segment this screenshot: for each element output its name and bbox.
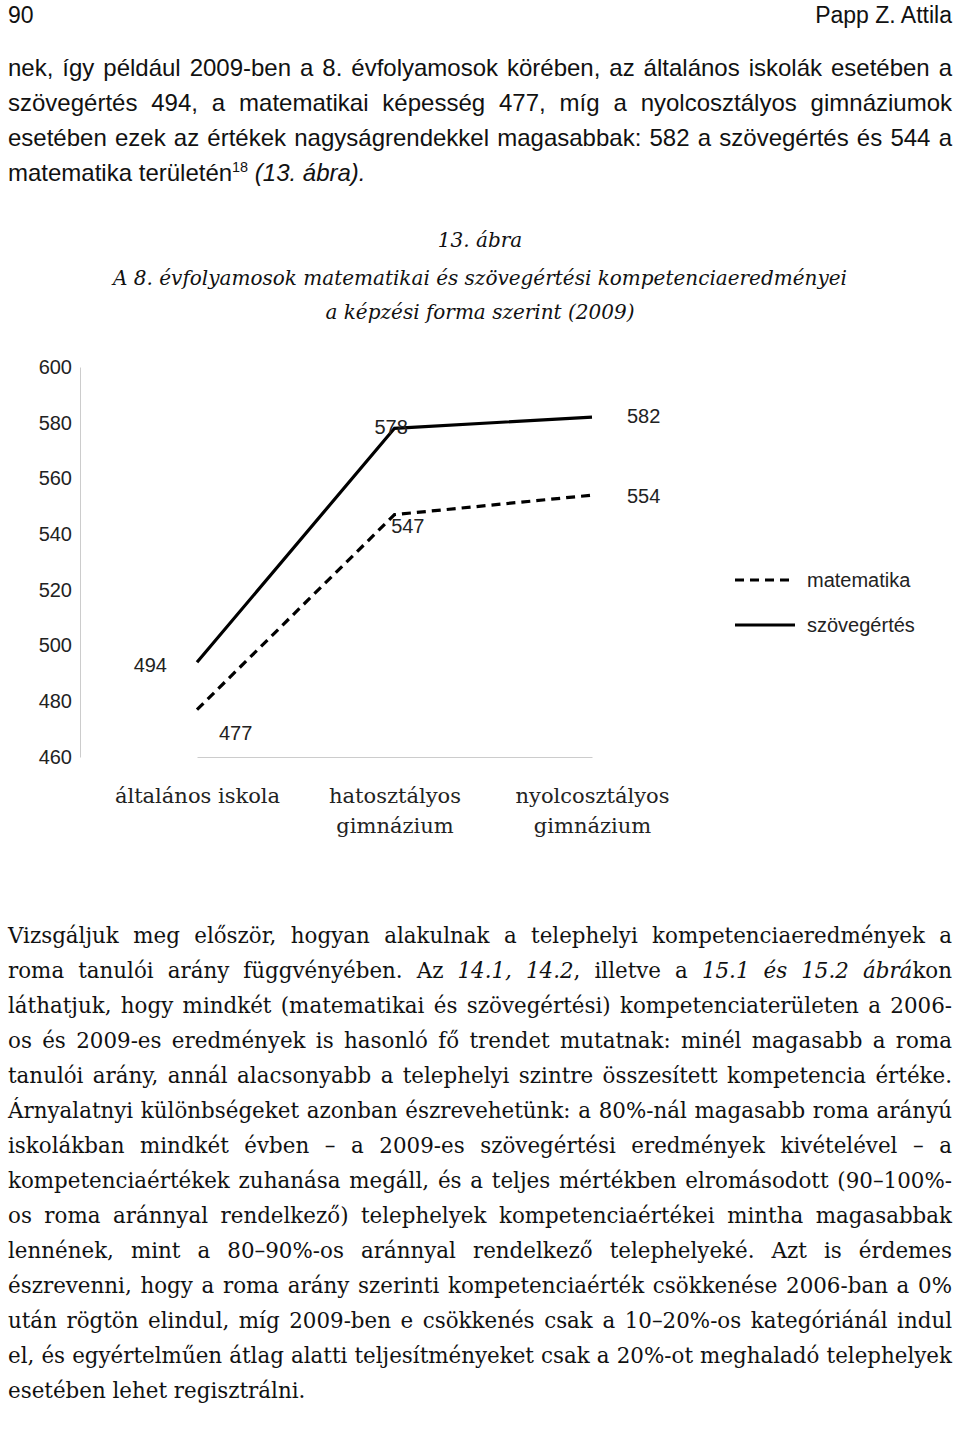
running-head: Papp Z. Attila: [815, 2, 952, 29]
y-tick-label: 520: [39, 579, 72, 601]
y-tick: 540: [39, 523, 80, 545]
data-label: 582: [627, 405, 660, 427]
data-label: 494: [134, 654, 167, 676]
paragraph: Vizsgáljuk meg először, hogyan alakulnak…: [8, 918, 952, 1408]
legend-label: szövegértés: [807, 614, 915, 636]
series-line: [197, 417, 592, 662]
data-labels: 477 547 554 494 578 582: [134, 405, 661, 743]
legend-swatch: [735, 578, 795, 581]
legend-item: szövegértés: [735, 614, 915, 636]
x-tick-label: hatosztályosgimnázium: [329, 784, 461, 838]
data-label: 547: [391, 515, 424, 537]
y-tick-label: 460: [39, 746, 72, 768]
italic-text: 14.1, 14.2: [457, 958, 573, 983]
legend-label: matematika: [807, 569, 911, 591]
italic-text: 15.1 és 15.2 ábrá: [702, 958, 913, 983]
legend-swatch: [735, 623, 795, 626]
text: nek, így például 2009-ben a 8. évfolyamo…: [8, 54, 952, 186]
y-tick-label: 500: [39, 634, 72, 656]
y-tick-label: 480: [39, 690, 72, 712]
paragraph: nek, így például 2009-ben a 8. évfolyamo…: [8, 50, 952, 190]
legend: matematika szövegértés: [735, 569, 915, 636]
text: , illetve a: [574, 958, 702, 983]
y-tick: 500: [39, 634, 80, 656]
x-tick: hatosztályosgimnázium: [329, 757, 461, 838]
figure-label: 13. ábra: [0, 228, 960, 252]
text: kon láthatjuk, hogy mindkét (matematikai…: [8, 958, 952, 1403]
figure-caption: a képzési forma szerint (2009): [0, 300, 960, 324]
plot-area: [197, 417, 592, 710]
y-tick: 580: [39, 412, 80, 434]
x-tick-label: általános iskola: [115, 784, 280, 808]
data-label: 578: [375, 416, 408, 438]
y-axis-line: [80, 368, 81, 758]
x-tick-label: nyolcosztályosgimnázium: [516, 784, 670, 838]
x-tick: nyolcosztályosgimnázium: [516, 757, 670, 838]
x-axis-line: [198, 757, 593, 758]
series-line: [197, 495, 592, 710]
x-axis: általános iskola hatosztályosgimnázium nyo…: [115, 757, 670, 838]
y-tick-label: 580: [39, 412, 72, 434]
chart: 460 480 500 520 540 560 580 600 általános iskola…: [0, 340, 960, 870]
y-tick: 460: [39, 746, 80, 768]
figure-caption: A 8. évfolyamosok matematikai és szövegé…: [0, 266, 960, 290]
data-label: 477: [219, 722, 252, 744]
y-tick: 560: [39, 467, 80, 489]
y-tick-label: 560: [39, 467, 72, 489]
legend-item: matematika: [735, 569, 911, 591]
y-tick: 600: [39, 356, 80, 378]
y-axis: 460 480 500 520 540 560 580 600: [39, 356, 81, 768]
footnote-ref: 18: [232, 159, 248, 175]
y-tick-label: 540: [39, 523, 72, 545]
y-tick: 520: [39, 579, 80, 601]
y-tick: 480: [39, 690, 80, 712]
italic-text: (13. ábra).: [248, 159, 365, 186]
page-number: 90: [8, 2, 34, 29]
x-tick: általános iskola: [115, 757, 280, 808]
y-tick-label: 600: [39, 356, 72, 378]
data-label: 554: [627, 485, 660, 507]
